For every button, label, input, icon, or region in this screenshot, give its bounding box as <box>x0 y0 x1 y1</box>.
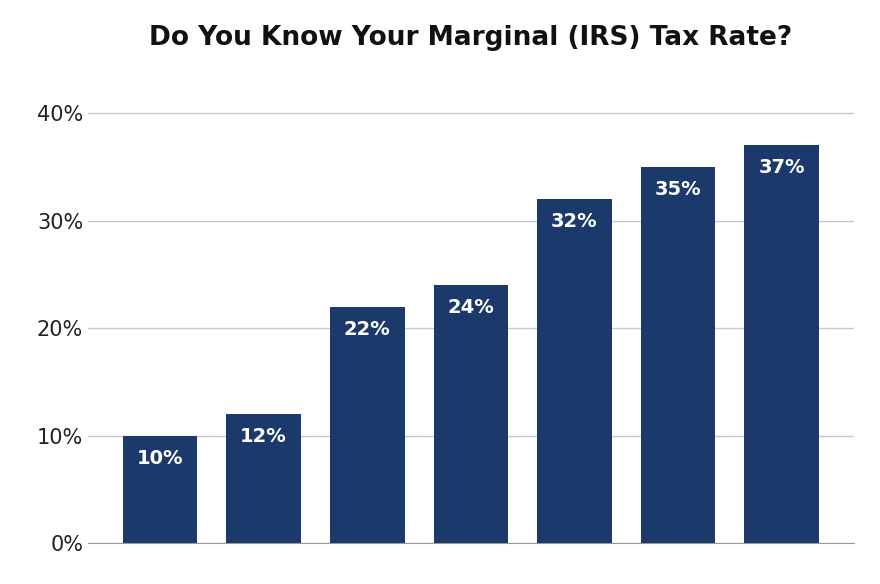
Bar <box>330 307 405 543</box>
Text: 32%: 32% <box>551 212 598 231</box>
Text: 37%: 37% <box>759 158 805 177</box>
Bar <box>123 436 197 543</box>
Bar <box>226 414 301 543</box>
Title: Do You Know Your Marginal (IRS) Tax Rate?: Do You Know Your Marginal (IRS) Tax Rate… <box>150 25 792 51</box>
Bar <box>434 285 508 543</box>
Bar <box>744 145 818 543</box>
Bar <box>537 199 612 543</box>
Text: 22%: 22% <box>344 319 391 339</box>
Text: 35%: 35% <box>655 180 701 199</box>
Text: 24%: 24% <box>447 298 495 317</box>
Bar <box>641 167 715 543</box>
Text: 12%: 12% <box>240 427 287 446</box>
Text: 10%: 10% <box>136 449 183 468</box>
